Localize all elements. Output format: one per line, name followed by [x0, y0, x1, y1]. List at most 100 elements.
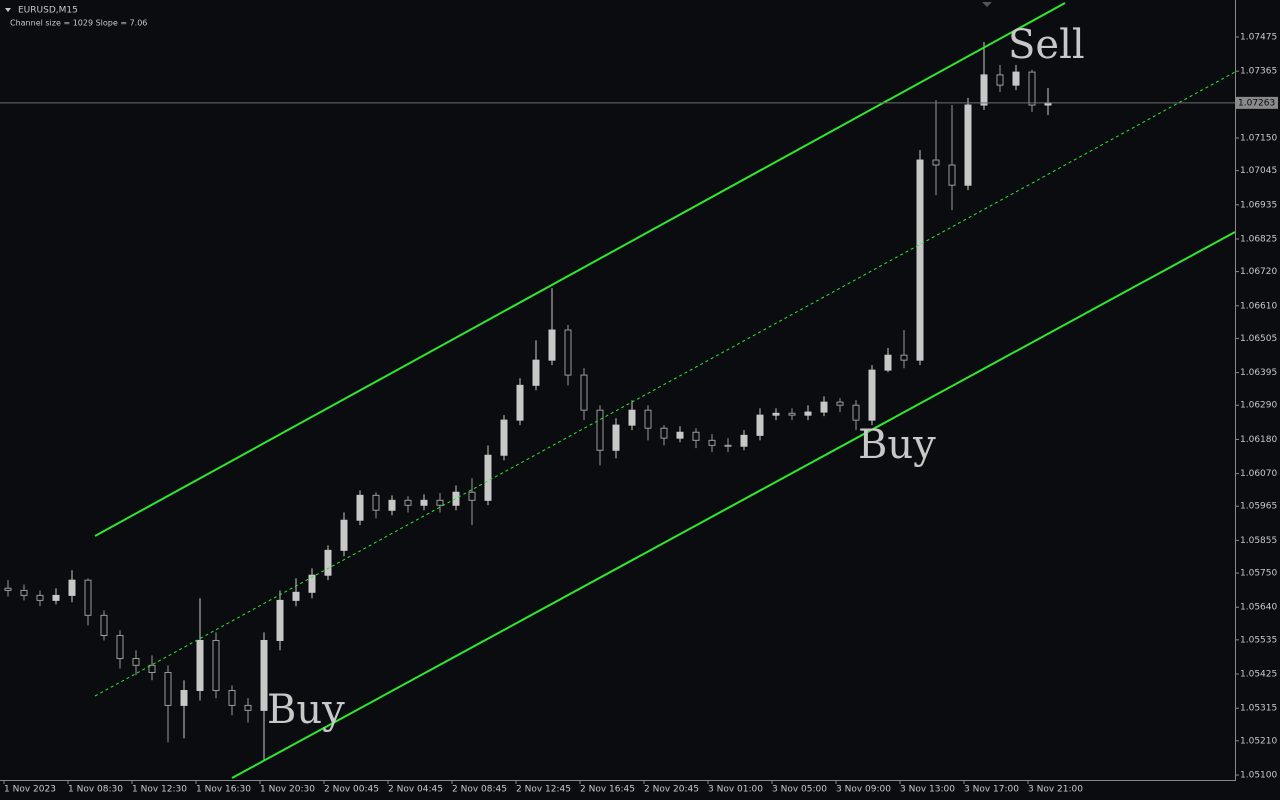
candle-body [4, 587, 12, 591]
candle-body [228, 690, 236, 706]
candle-body [372, 494, 380, 511]
candle-body [484, 454, 492, 501]
signal-label: Buy [267, 687, 345, 733]
candle-body [820, 401, 828, 413]
candle-body [644, 409, 652, 429]
x-tick-label: 3 Nov 01:00 [708, 785, 763, 795]
candle-body [804, 411, 812, 416]
candle-body [180, 690, 188, 706]
candle-body [420, 499, 428, 506]
candle-body [260, 639, 268, 711]
candle-body [84, 579, 92, 616]
y-tick-label: 1.05965 [1240, 502, 1277, 512]
candle-body [532, 359, 540, 386]
x-tick-label: 3 Nov 05:00 [772, 785, 827, 795]
y-tick-label: 1.05315 [1240, 704, 1277, 714]
candle-body [740, 434, 748, 447]
candle-body [52, 594, 60, 601]
candle-body [996, 74, 1004, 86]
candle-body [724, 444, 732, 447]
candle-body [676, 431, 684, 439]
candle-body [516, 384, 524, 421]
candle-body [596, 409, 604, 451]
shift-marker [982, 2, 992, 7]
candle-body [884, 354, 892, 371]
menu-arrow[interactable] [5, 8, 11, 12]
y-tick-label: 1.06720 [1240, 267, 1277, 277]
x-tick-label: 1 Nov 08:30 [68, 785, 123, 795]
x-tick-label: 3 Nov 09:00 [836, 785, 891, 795]
candle-body [868, 369, 876, 421]
candle-body [948, 164, 956, 186]
candle-body [292, 591, 300, 601]
y-tick-label: 1.05210 [1240, 736, 1277, 746]
candle-body [772, 412, 780, 416]
candle-body [660, 427, 668, 439]
candle-body [356, 494, 364, 521]
x-tick-label: 2 Nov 00:45 [324, 785, 379, 795]
candle-body [196, 639, 204, 692]
candle-body [244, 704, 252, 711]
candle-body [388, 499, 396, 511]
y-tick-label: 1.07150 [1240, 133, 1277, 143]
y-tick-label: 1.06180 [1240, 435, 1277, 445]
candle-body [468, 491, 476, 501]
channel-middle [94, 71, 1236, 697]
current-price-box [1236, 96, 1278, 109]
x-tick-label: 3 Nov 21:00 [1028, 785, 1083, 795]
y-tick-label: 1.06935 [1240, 200, 1277, 210]
x-tick-label: 3 Nov 17:00 [964, 785, 1019, 795]
candle-body [980, 74, 988, 106]
candle-body [308, 574, 316, 593]
candle-body [20, 589, 28, 596]
y-tick-label: 1.05535 [1240, 635, 1277, 645]
y-tick-label: 1.05750 [1240, 569, 1277, 579]
plot [4, 41, 1052, 761]
candle-body [100, 614, 108, 636]
signal-label: Sell [1008, 22, 1085, 68]
x-tick-label: 1 Nov 20:30 [260, 785, 315, 795]
candle-body [116, 634, 124, 659]
candle-body [756, 414, 764, 436]
candle-body [436, 499, 444, 506]
candle-body [148, 664, 156, 673]
candle-body [836, 401, 844, 406]
chart-title: EURUSD,M15 [18, 6, 78, 16]
x-tick-label: 1 Nov 2023 [4, 785, 56, 795]
candle-body [564, 329, 572, 376]
channel-upper [94, 2, 1066, 537]
candle-body [1028, 71, 1036, 106]
x-tick-label: 2 Nov 12:45 [516, 785, 571, 795]
y-tick-label: 1.05425 [1240, 670, 1277, 680]
y-tick-label: 1.07045 [1240, 166, 1277, 176]
candle-body [692, 431, 700, 441]
x-tick-label: 2 Nov 04:45 [388, 785, 443, 795]
signal-label: Buy [858, 422, 936, 468]
candle-body [212, 639, 220, 692]
y-tick-label: 1.06825 [1240, 234, 1277, 244]
y-tick-label: 1.05855 [1240, 536, 1277, 546]
candle-body [324, 549, 332, 576]
y-tick-label: 1.07365 [1240, 67, 1277, 77]
channel-lower [231, 231, 1236, 779]
current-price-label: 1.07263 [1238, 98, 1275, 108]
y-tick-label: 1.06070 [1240, 469, 1277, 479]
y-tick-label: 1.06610 [1240, 301, 1277, 311]
candle-body [500, 419, 508, 456]
candle-body [916, 159, 924, 361]
y-tick-label: 1.06395 [1240, 368, 1277, 378]
candle-body [132, 657, 140, 666]
x-tick-label: 2 Nov 20:45 [644, 785, 699, 795]
y-tick-label: 1.05640 [1240, 603, 1277, 613]
candle-body [580, 374, 588, 411]
candle-body [340, 519, 348, 551]
candle-body [68, 579, 76, 596]
candle-body [404, 499, 412, 506]
candle-body [900, 354, 908, 361]
candle-body [452, 491, 460, 506]
x-tick-label: 3 Nov 13:00 [900, 785, 955, 795]
y-tick-label: 1.06290 [1240, 401, 1277, 411]
y-tick-label: 1.06505 [1240, 334, 1277, 344]
